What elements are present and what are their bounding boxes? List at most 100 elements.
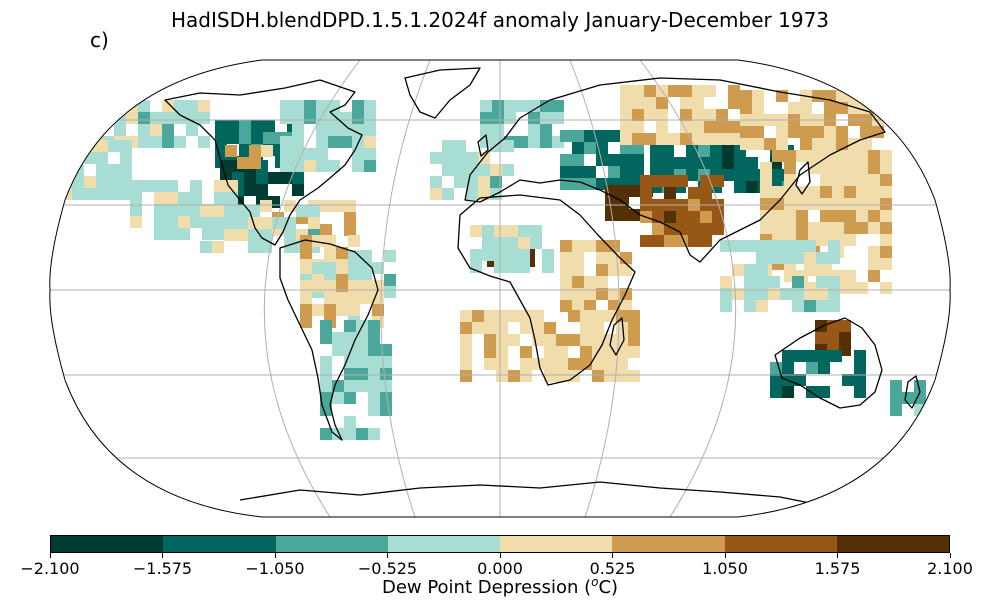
grid-cell xyxy=(490,164,502,176)
grid-cell xyxy=(336,262,348,274)
grid-cell xyxy=(644,85,656,97)
grid-cell xyxy=(542,249,554,261)
grid-cell xyxy=(605,197,617,209)
grid-cell xyxy=(316,148,328,160)
grid-cell xyxy=(72,188,84,200)
grid-cell xyxy=(592,370,604,382)
grid-cell xyxy=(344,224,356,236)
grid-cell xyxy=(656,109,668,121)
colorbar-tick-mark xyxy=(837,553,838,558)
grid-cell xyxy=(442,140,454,152)
grid-cell xyxy=(178,204,190,216)
grid-cell xyxy=(239,144,251,156)
grid-cell xyxy=(728,121,740,133)
grid-cell xyxy=(722,145,734,157)
grid-cell xyxy=(664,211,676,223)
grid-cell xyxy=(688,187,700,199)
grid-cell xyxy=(608,252,620,264)
grid-cell xyxy=(227,120,239,132)
grid-cell xyxy=(580,334,592,346)
grid-cell xyxy=(466,152,478,164)
grid-cell xyxy=(356,332,368,344)
grid-cell xyxy=(316,124,328,136)
grid-cell xyxy=(540,124,552,136)
grid-cell xyxy=(676,223,688,235)
grid-cell xyxy=(844,150,856,162)
grid-cell xyxy=(114,124,126,136)
grid-cell xyxy=(856,210,868,222)
grid-cell xyxy=(384,286,396,298)
grid-cell xyxy=(356,344,368,356)
grid-cell xyxy=(740,138,752,150)
grid-cell xyxy=(756,300,768,312)
grid-cell xyxy=(620,133,632,145)
grid-cell xyxy=(704,109,716,121)
grid-cell xyxy=(190,192,202,204)
grid-cell xyxy=(102,112,114,124)
grid-cell xyxy=(860,138,872,150)
grid-cell xyxy=(604,334,616,346)
grid-cell xyxy=(856,174,868,186)
grid-cell xyxy=(506,249,518,261)
grid-cell xyxy=(556,346,568,358)
grid-cell xyxy=(249,145,261,157)
grid-cell xyxy=(608,288,620,300)
grid-cell xyxy=(292,124,304,136)
grid-cell xyxy=(120,164,132,176)
grid-cell xyxy=(620,154,632,166)
grid-cell xyxy=(320,368,332,380)
grid-cell xyxy=(251,132,263,144)
grid-cell xyxy=(608,264,620,276)
grid-cell xyxy=(84,188,96,200)
grid-cell xyxy=(364,124,376,136)
grid-cell xyxy=(728,85,740,97)
grid-cell xyxy=(720,276,732,288)
grid-cell xyxy=(746,169,758,181)
grid-cell xyxy=(836,138,848,150)
grid-cell xyxy=(752,102,764,114)
grid-cell xyxy=(584,142,596,154)
grid-cell xyxy=(320,320,332,332)
grid-cell xyxy=(190,180,202,192)
grid-cell xyxy=(150,136,162,148)
grid-cell xyxy=(356,356,368,368)
grid-cell xyxy=(854,350,866,362)
grid-cell xyxy=(770,386,782,398)
grid-cell xyxy=(178,192,190,204)
grid-cell xyxy=(596,252,608,264)
grid-cell xyxy=(239,120,251,132)
grid-cell xyxy=(466,188,478,200)
grid-cell xyxy=(442,152,454,164)
grid-cell xyxy=(368,404,380,416)
grid-cell xyxy=(880,222,892,234)
grid-cell xyxy=(722,157,734,169)
grid-cell xyxy=(368,344,380,356)
grid-cell xyxy=(880,150,892,162)
grid-cell xyxy=(320,356,332,368)
grid-cell xyxy=(190,204,202,216)
grid-cell xyxy=(84,176,96,188)
grid-cell xyxy=(584,166,596,178)
grid-cell xyxy=(760,162,772,174)
grid-cell xyxy=(868,246,880,258)
grid-cell xyxy=(344,368,356,380)
grid-cell xyxy=(348,292,360,304)
grid-cell xyxy=(688,223,700,235)
grid-cell xyxy=(518,225,530,237)
grid-cell xyxy=(890,392,902,404)
grid-cell xyxy=(780,240,792,252)
grid-cell xyxy=(312,235,324,247)
grid-cell xyxy=(540,112,552,124)
madagascar-coast xyxy=(609,317,625,356)
grid-cell xyxy=(556,370,568,382)
grid-cell xyxy=(632,133,644,145)
grid-cell xyxy=(316,100,328,112)
grid-cell xyxy=(752,126,764,138)
grid-cell xyxy=(839,320,851,332)
grid-cell xyxy=(482,225,494,237)
grid-cell xyxy=(506,225,518,237)
africa-coast xyxy=(457,194,636,386)
grid-cell xyxy=(768,288,780,300)
grid-cell xyxy=(740,126,752,138)
colorbar-segment xyxy=(500,536,613,552)
